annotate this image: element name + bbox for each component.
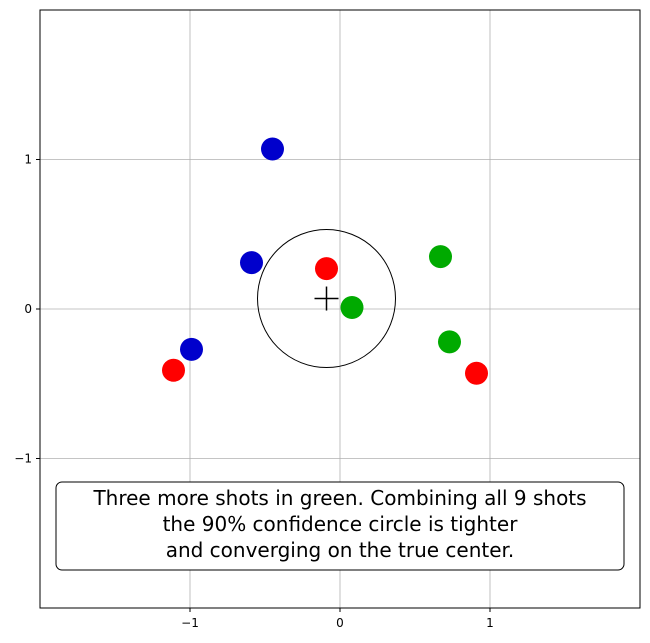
shot-point	[180, 337, 203, 361]
confidence-circle	[257, 229, 396, 369]
annotation-line: Three more shots in green. Combining all…	[92, 486, 586, 510]
x-tick-label: −1	[181, 616, 199, 630]
y-tick-label: −1	[14, 452, 32, 466]
shot-point	[438, 330, 461, 354]
shot-point	[429, 245, 452, 269]
shot-point	[162, 358, 185, 382]
annotation-line: and converging on the true center.	[166, 538, 515, 562]
annotation-line: the 90% confidence circle is tighter	[163, 512, 519, 536]
y-tick-label: 0	[24, 302, 32, 316]
shot-point	[240, 251, 263, 275]
plot-frame	[39, 9, 641, 609]
shot-point	[465, 361, 488, 385]
shot-point	[261, 137, 284, 161]
x-tick-label: 0	[336, 616, 344, 630]
annotation-box	[55, 481, 625, 571]
y-tick-label: 1	[24, 153, 32, 167]
shot-point	[340, 296, 364, 320]
x-tick-label: 1	[486, 616, 494, 630]
shot-point	[315, 257, 338, 281]
